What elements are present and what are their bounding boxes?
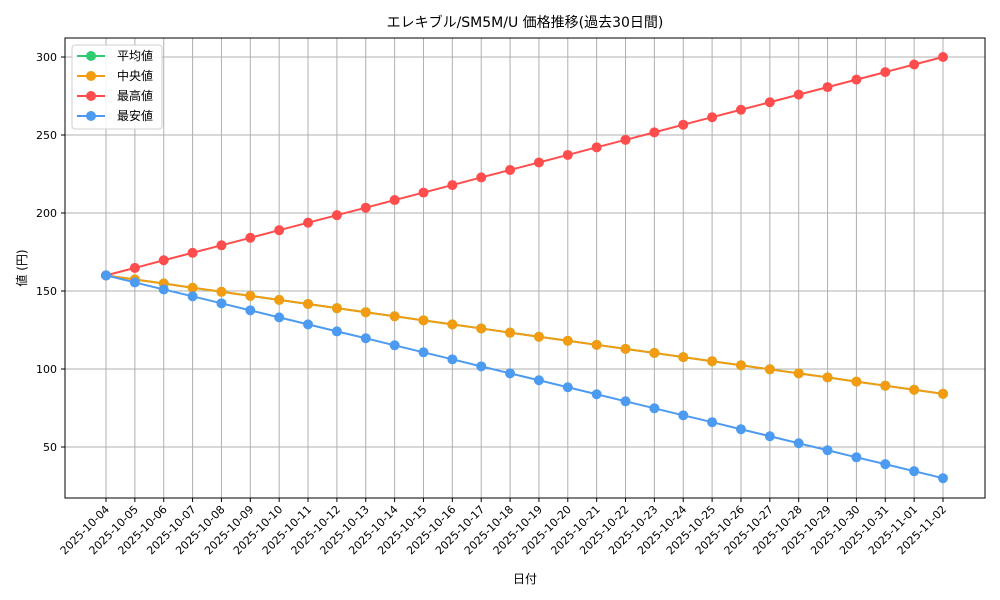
series-最高値 bbox=[101, 52, 948, 281]
series-最安値 bbox=[101, 270, 948, 484]
y-tick-label: 50 bbox=[43, 441, 57, 454]
legend-label: 最安値 bbox=[117, 108, 153, 123]
legend-item: 中央値 bbox=[77, 68, 153, 83]
legend-item: 平均値 bbox=[77, 48, 153, 63]
y-axis-label: 値 (円) bbox=[14, 249, 29, 286]
legend-label: 平均値 bbox=[117, 48, 153, 63]
chart-title: エレキブル/SM5M/U 価格推移(過去30日間) bbox=[387, 14, 664, 31]
y-tick-label: 100 bbox=[36, 363, 57, 376]
y-tick-label: 200 bbox=[36, 207, 57, 220]
y-tick-label: 250 bbox=[36, 129, 57, 142]
y-tick-label: 150 bbox=[36, 285, 57, 298]
y-tick-label: 300 bbox=[36, 51, 57, 64]
grid-lines bbox=[65, 38, 985, 498]
y-axis-ticks: 50 100 150 200 250 300 bbox=[36, 51, 65, 454]
series-lines bbox=[101, 52, 948, 484]
legend-item: 最安値 bbox=[77, 108, 153, 123]
x-axis-label: 日付 bbox=[513, 572, 537, 586]
plot-frame bbox=[64, 37, 986, 499]
x-axis-ticks: 2025-10-042025-10-052025-10-062025-10-07… bbox=[58, 498, 949, 557]
series-中央値 bbox=[101, 270, 948, 399]
legend-label: 最高値 bbox=[117, 88, 153, 103]
legend-item: 最高値 bbox=[77, 88, 153, 103]
legend-label: 中央値 bbox=[117, 68, 153, 83]
